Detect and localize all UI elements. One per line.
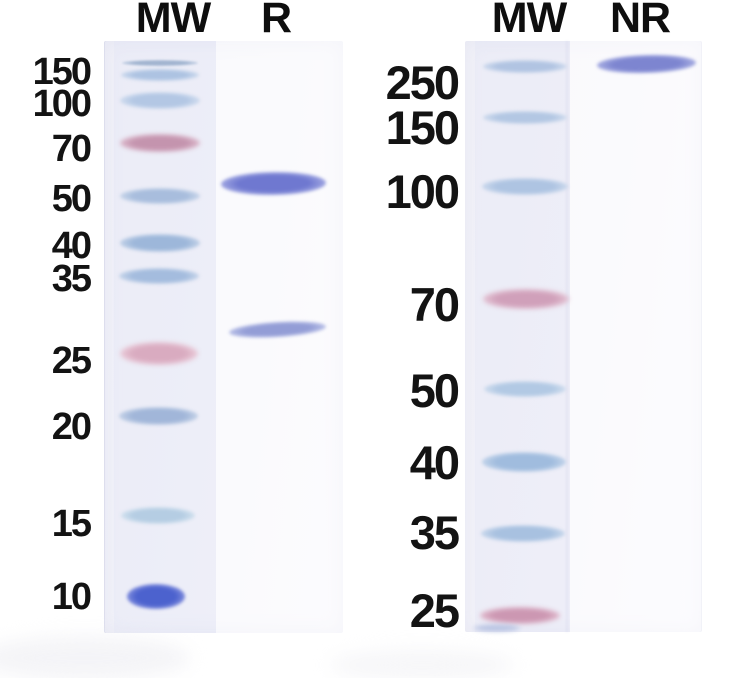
watermark-smudge-left bbox=[0, 636, 190, 678]
watermark-smudge-center bbox=[330, 650, 515, 678]
marker-label-70-left: 70 bbox=[51, 128, 92, 170]
marker-label-20-left: 20 bbox=[51, 406, 92, 448]
marker-label-50-left: 50 bbox=[51, 178, 92, 220]
marker-label-10-left: 10 bbox=[51, 576, 92, 618]
mw-lane-region-right bbox=[475, 41, 570, 632]
marker-label-25-left: 25 bbox=[51, 340, 92, 382]
header-mw-right: MW bbox=[491, 0, 567, 42]
marker-label-35-right: 35 bbox=[409, 506, 460, 559]
marker-label-150-right: 150 bbox=[385, 101, 460, 154]
marker-label-100-right: 100 bbox=[385, 165, 460, 218]
header-mw-left: MW bbox=[135, 0, 211, 42]
marker-label-50-right: 50 bbox=[409, 364, 460, 417]
marker-label-40-left: 40 bbox=[51, 225, 92, 267]
mw-lane-region-left bbox=[114, 41, 216, 633]
marker-label-40-right: 40 bbox=[409, 436, 460, 489]
gel-panel-non-reduced bbox=[465, 41, 702, 632]
marker-label-250-right: 250 bbox=[385, 56, 460, 109]
gel-panel-reduced bbox=[104, 41, 343, 633]
header-nr-lane: NR bbox=[609, 0, 671, 42]
marker-label-70-right: 70 bbox=[409, 278, 460, 331]
marker-label-25-right: 25 bbox=[409, 584, 460, 637]
marker-label-150-left: 150 bbox=[32, 51, 92, 93]
lane-boundary-line bbox=[566, 41, 568, 632]
sample-lane-region-nr bbox=[570, 41, 702, 632]
marker-label-35-left: 35 bbox=[51, 258, 92, 300]
marker-label-100-left: 100 bbox=[32, 83, 92, 125]
marker-label-15-left: 15 bbox=[51, 503, 92, 545]
sample-lane-region-r bbox=[216, 41, 343, 633]
header-r-lane: R bbox=[260, 0, 292, 42]
